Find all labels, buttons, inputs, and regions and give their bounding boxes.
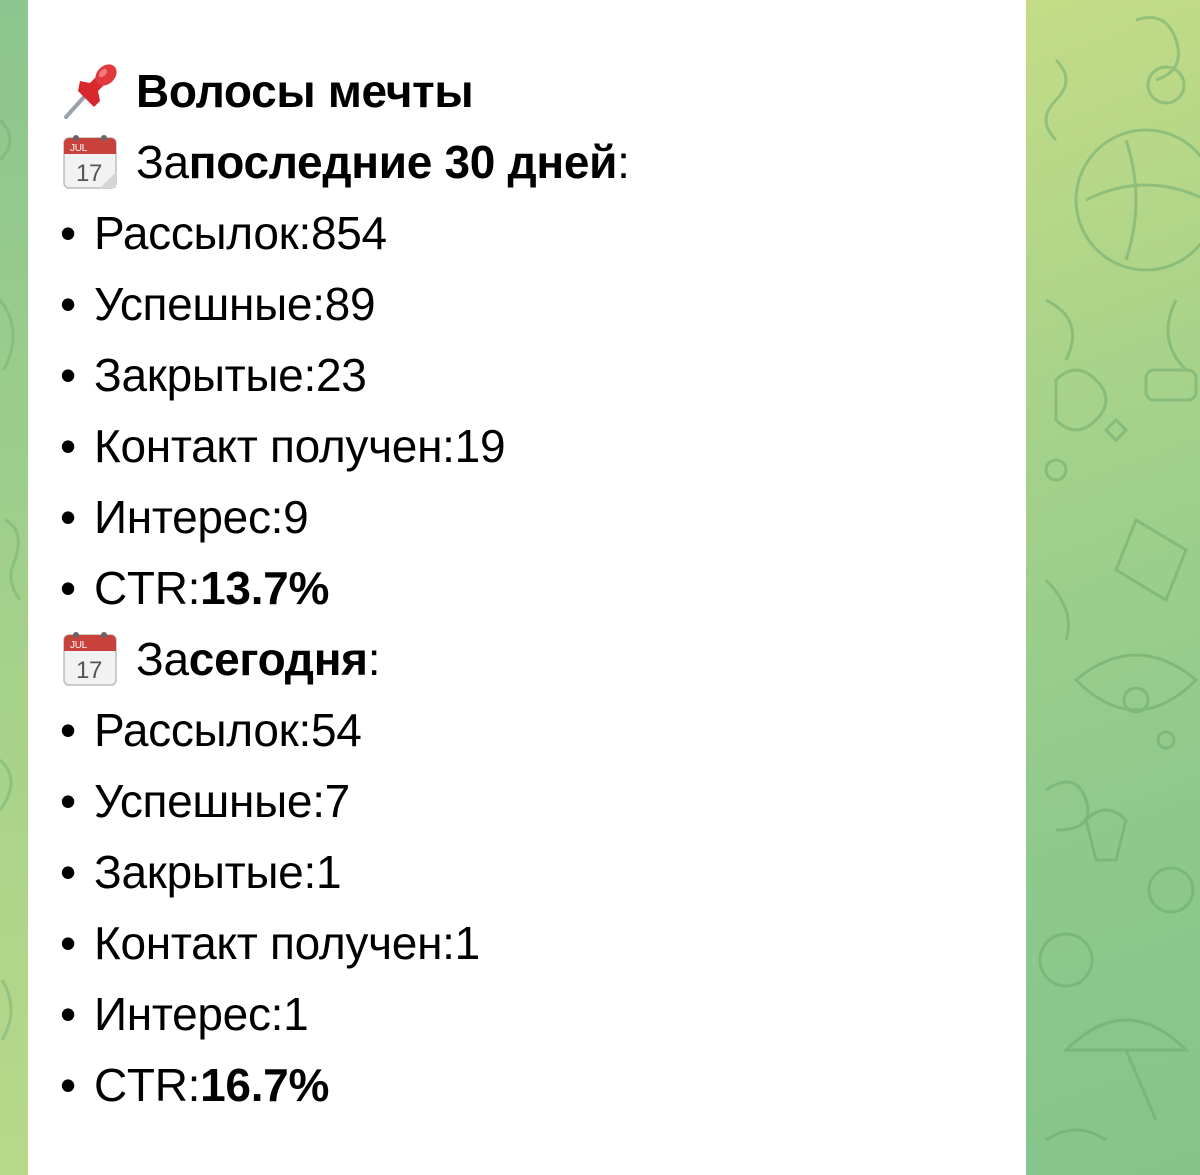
bullet: • [60,277,76,330]
stat-row: • Контакт получен: 19 [60,410,630,481]
message-text: Волосы мечты JUL 17 За последние 30 дней… [60,55,630,1120]
ctr-row: • CTR: 16.7% [60,1049,630,1120]
stat-value: 1 [283,987,309,1040]
calendar-icon: JUL 17 [60,132,120,192]
stat-value: 1 [454,916,481,969]
stat-row: • Рассылок: 54 [60,694,630,765]
bullet: • [60,348,76,401]
calendar-icon: JUL 17 [60,629,120,689]
stat-value: 54 [310,703,362,756]
stat-value: 7 [324,774,351,827]
stat-row: • Интерес: 1 [60,978,630,1049]
chat-wallpaper-right [1026,0,1200,1175]
stat-label: Интерес: [94,490,284,543]
section-suffix: : [367,632,381,685]
stat-value: 89 [324,277,376,330]
stat-value: 1 [315,845,342,898]
ctr-label: CTR: [94,561,201,614]
stat-row: • Успешные: 89 [60,268,630,339]
message-title: Волосы мечты [136,64,474,117]
section-header-today: JUL 17 За сегодня: [60,623,630,694]
ctr-value: 16.7% [200,1058,330,1111]
calendar-day: 17 [76,657,102,684]
stat-label: Интерес: [94,987,284,1040]
message-bubble[interactable]: Волосы мечты JUL 17 За последние 30 дней… [28,0,1026,1175]
bullet: • [60,916,76,969]
bullet: • [60,703,76,756]
stat-value: 23 [315,348,367,401]
doodle-pattern-left [0,118,22,1041]
bullet: • [60,1058,76,1111]
ctr-row: • CTR: 13.7% [60,552,630,623]
chat-wallpaper-left [0,0,28,1175]
section-prefix: За [136,632,189,685]
stat-value: 9 [283,490,309,543]
message-title-line: Волосы мечты [60,55,630,126]
section-header-30-days: JUL 17 За последние 30 дней: [60,126,630,197]
stat-value: 19 [454,419,506,472]
stat-label: Успешные: [94,277,325,330]
bullet: • [60,845,76,898]
ctr-label: CTR: [94,1058,201,1111]
stat-row: • Рассылок: 854 [60,197,630,268]
doodle-pattern-right [1038,16,1200,1142]
calendar-month: JUL [70,143,88,154]
bullet: • [60,419,76,472]
bullet: • [60,774,76,827]
section-suffix: : [617,135,630,188]
bullet: • [60,987,76,1040]
bullet: • [60,561,76,614]
stat-label: Закрытые: [94,348,316,401]
stat-label: Контакт получен: [94,419,455,472]
bullet: • [60,490,76,543]
stat-row: • Успешные: 7 [60,765,630,836]
stat-value: 854 [310,206,387,259]
section-period: сегодня [188,632,368,685]
ctr-value: 13.7% [200,561,330,614]
stat-row: • Закрытые: 23 [60,339,630,410]
pushpin-icon [60,61,120,121]
stat-row: • Контакт получен: 1 [60,907,630,978]
stat-row: • Интерес: 9 [60,481,630,552]
bullet: • [60,206,76,259]
section-period: последние 30 дней [188,135,618,188]
stat-label: Контакт получен: [94,916,455,969]
calendar-day: 17 [76,160,102,187]
stat-label: Закрытые: [94,845,316,898]
section-prefix: За [136,135,189,188]
stat-label: Рассылок: [94,703,311,756]
stat-label: Рассылок: [94,206,311,259]
calendar-month: JUL [70,640,88,651]
stat-row: • Закрытые: 1 [60,836,630,907]
stat-label: Успешные: [94,774,325,827]
